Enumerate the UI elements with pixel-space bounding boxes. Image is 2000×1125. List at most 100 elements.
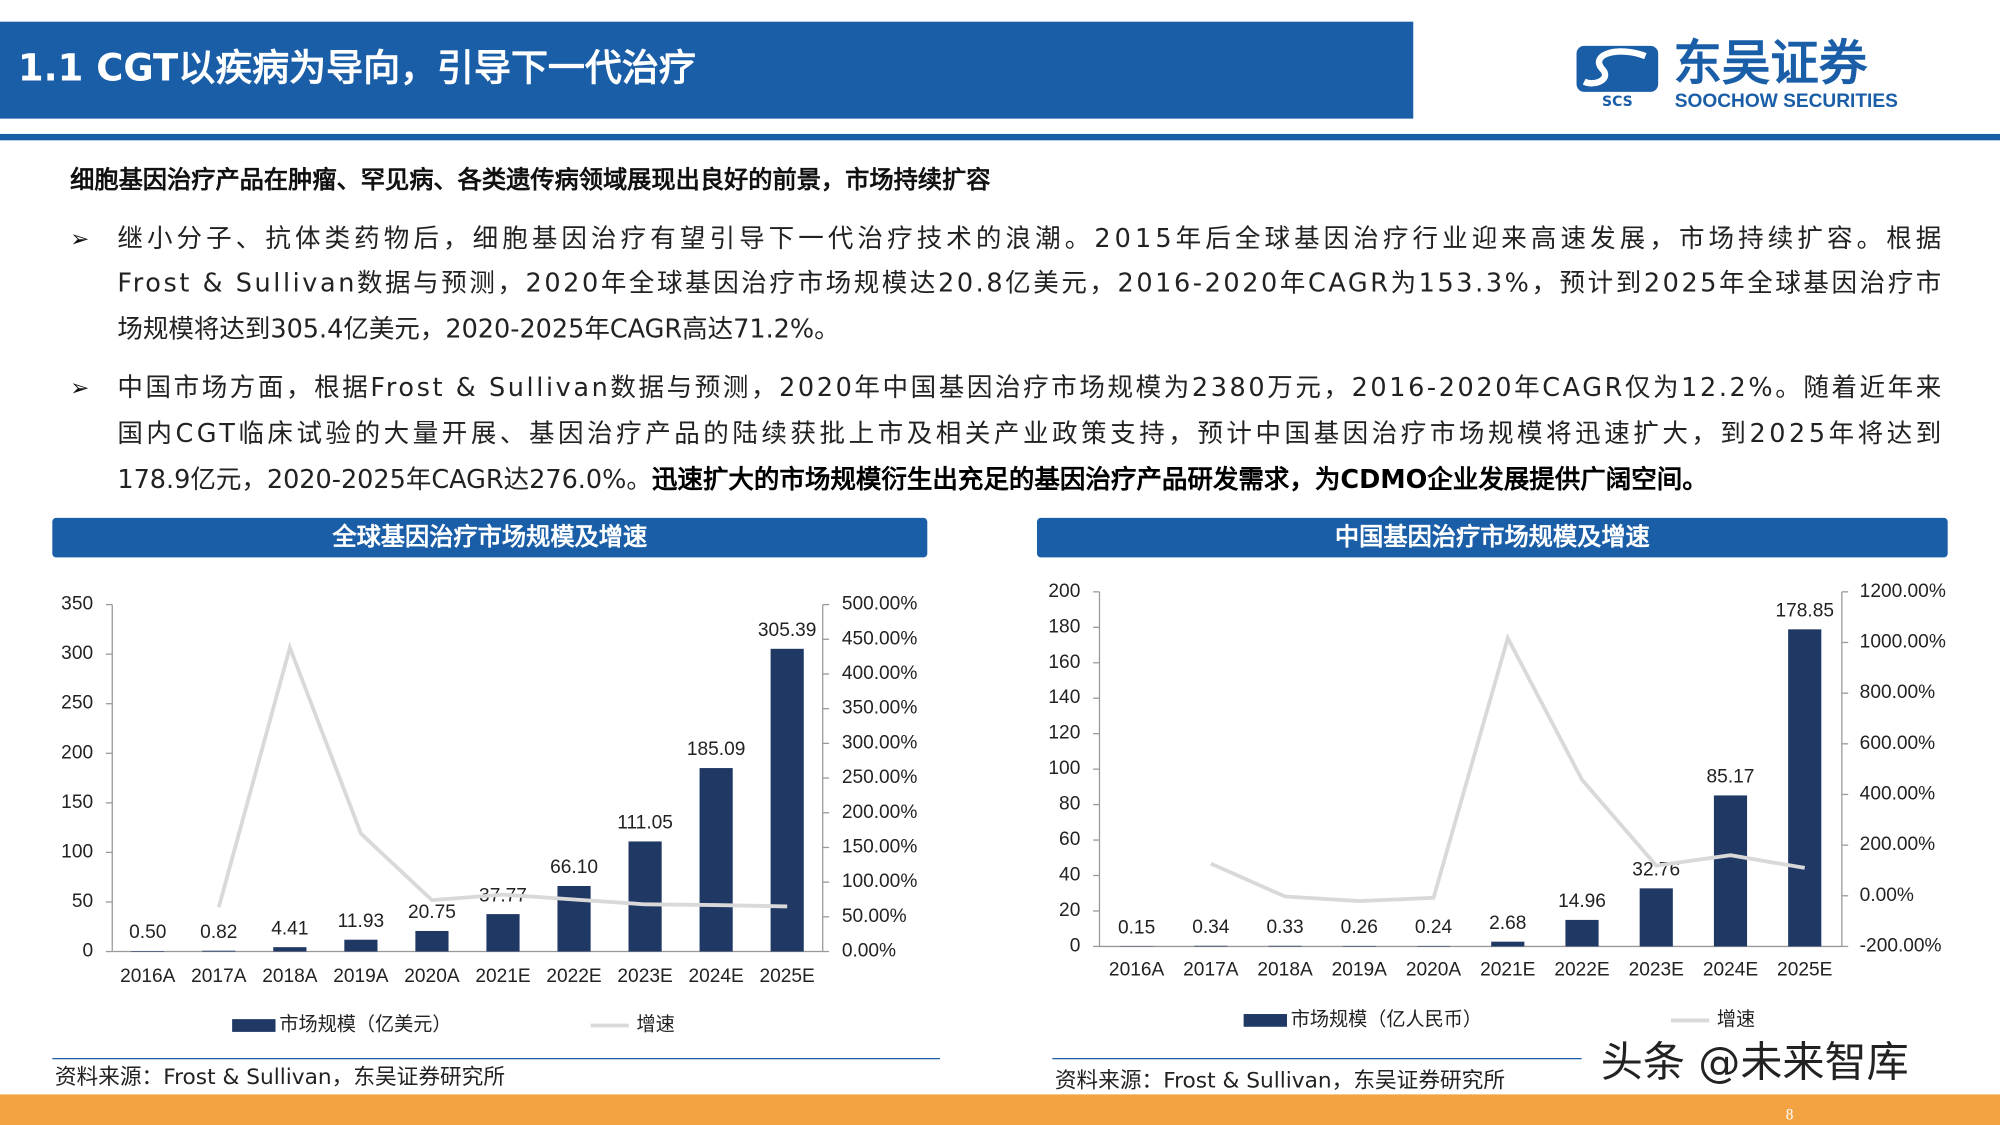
logo-swirl xyxy=(1582,48,1647,87)
y2-tick-label: 400.00% xyxy=(842,663,918,684)
bar-value-label: 20.75 xyxy=(408,902,456,923)
bar xyxy=(1713,795,1748,947)
x-tick-label: 2020A xyxy=(1406,960,1462,981)
y2-tick-label: 500.00% xyxy=(842,594,918,615)
y-tick-label: 40 xyxy=(1059,865,1080,886)
y-tick-label: 200 xyxy=(1048,581,1080,602)
x-tick-label: 2021E xyxy=(475,966,530,987)
y2-tick-label: 600.00% xyxy=(1860,733,1936,754)
y2-tick-label: 200.00% xyxy=(1860,834,1936,855)
y2-tick-label: -200.00% xyxy=(1860,935,1942,956)
body-heading: 细胞基因治疗产品在肿瘤、罕见病、各类遗传病领域展现出良好的前景，市场持续扩容 xyxy=(70,166,991,194)
growth-line xyxy=(1210,633,1806,904)
chart-title: 中国基因治疗市场规模及增速 xyxy=(1335,523,1650,551)
y2-tick-label: 0.00% xyxy=(842,941,896,962)
y-tick-label: 150 xyxy=(61,792,93,813)
bar-value-label: 0.50 xyxy=(129,922,166,943)
y2-tick-label: 0.00% xyxy=(1860,885,1914,906)
bar-value-label: 14.96 xyxy=(1558,891,1606,912)
logo-icon-text: SCS xyxy=(1602,94,1633,110)
legend-label: 市场规模（亿人民币） xyxy=(1291,1008,1482,1030)
header-bar xyxy=(0,21,1414,119)
y2-tick-label: 1200.00% xyxy=(1860,581,1946,602)
x-tick-label: 2023E xyxy=(617,966,672,987)
x-tick-label: 2024E xyxy=(1703,960,1758,981)
growth-line xyxy=(216,641,788,909)
chart-source: 资料来源：Frost & Sullivan，东吴证券研究所 xyxy=(55,1065,505,1090)
bullet-text: 中国市场方面，根据Frost & Sullivan数据与预测，2020年中国基因… xyxy=(117,373,1941,403)
bullet-text: Frost & Sullivan数据与预测，2020年全球基因治疗市场规模达20… xyxy=(117,268,1941,298)
header-title: 1.1 CGT以疾病为导向，引导下一代治疗 xyxy=(18,47,696,90)
y-tick-label: 0 xyxy=(82,941,93,962)
bullet-emphasis: 迅速扩大的市场规模衍生出充足的基因治疗产品研发需求，为CDMO企业发展提供广阔空… xyxy=(652,465,1708,495)
bar xyxy=(699,768,733,952)
y2-tick-label: 50.00% xyxy=(842,906,907,927)
bar xyxy=(415,930,449,952)
legend-swatch xyxy=(1243,1014,1287,1027)
y-tick-label: 200 xyxy=(61,742,93,763)
chart-source: 资料来源：Frost & Sullivan，东吴证券研究所 xyxy=(1055,1069,1505,1094)
y-tick-label: 180 xyxy=(1048,616,1080,637)
y-tick-label: 100 xyxy=(1048,758,1080,779)
bar-value-label: 0.33 xyxy=(1266,917,1303,938)
y2-tick-label: 1000.00% xyxy=(1860,632,1946,653)
y2-tick-label: 800.00% xyxy=(1860,682,1936,703)
bar-value-label: 0.82 xyxy=(200,922,237,943)
bullet-text: 178.9亿元，2020-2025年CAGR达276.0%。 xyxy=(117,465,652,495)
x-tick-label: 2022E xyxy=(1554,960,1609,981)
x-tick-label: 2017A xyxy=(191,966,247,987)
x-tick-label: 2022E xyxy=(546,966,601,987)
y-tick-label: 80 xyxy=(1059,794,1080,815)
bar xyxy=(1565,919,1599,947)
footer-bar xyxy=(0,1094,2000,1125)
bullet-marker: ➢ xyxy=(70,226,89,252)
bullet-line: 国内CGT临床试验的大量开展、基因治疗产品的陆续获批上市及相关产业政策支持，预计… xyxy=(117,419,1941,449)
x-tick-label: 2020A xyxy=(404,966,460,987)
bar-value-label: 185.09 xyxy=(687,739,746,760)
y-tick-label: 300 xyxy=(61,643,93,664)
bar-value-label: 11.93 xyxy=(338,911,384,932)
bar xyxy=(770,648,804,952)
y-tick-label: 20 xyxy=(1059,900,1080,921)
watermark: 头条 @未来智库 xyxy=(1601,1038,1909,1087)
x-tick-label: 2016A xyxy=(120,966,176,987)
legend-label: 增速 xyxy=(1717,1008,1755,1030)
bar xyxy=(202,950,236,952)
y2-tick-label: 400.00% xyxy=(1860,784,1936,805)
x-tick-label: 2017A xyxy=(1183,960,1239,981)
bullet-text: 场规模将达到305.4亿美元，2020-2025年CAGR高达71.2%。 xyxy=(117,314,839,344)
bullet-line: 178.9亿元，2020-2025年CAGR达276.0%。迅速扩大的市场规模衍… xyxy=(117,465,1707,495)
bar xyxy=(1268,945,1302,947)
y-tick-label: 50 xyxy=(72,891,93,912)
y-tick-label: 350 xyxy=(61,594,93,615)
chart-title: 全球基因治疗市场规模及增速 xyxy=(331,523,647,551)
bullet-line: 继小分子、抗体类药物后，细胞基因治疗有望引导下一代治疗技术的浪潮。2015年后全… xyxy=(117,224,1941,254)
x-tick-label: 2016A xyxy=(1109,960,1165,981)
page-number: 8 xyxy=(1786,1107,1794,1124)
x-tick-label: 2021E xyxy=(1480,960,1535,981)
bar xyxy=(628,841,662,952)
bar-value-label: 111.05 xyxy=(617,813,673,834)
x-tick-label: 2019A xyxy=(1332,960,1388,981)
bar xyxy=(1639,888,1673,947)
bar xyxy=(273,947,307,952)
y2-tick-label: 200.00% xyxy=(842,802,918,823)
bar-value-label: 85.17 xyxy=(1707,767,1755,788)
x-tick-label: 2018A xyxy=(1257,960,1313,981)
y-tick-label: 100 xyxy=(61,841,93,862)
chart-banner xyxy=(1036,517,1948,558)
header-rule xyxy=(0,133,2000,141)
bar xyxy=(1194,945,1228,947)
bar-value-label: 305.39 xyxy=(758,620,817,641)
bullet-text: 继小分子、抗体类药物后，细胞基因治疗有望引导下一代治疗技术的浪潮。2015年后全… xyxy=(117,224,1941,254)
chart-banner xyxy=(52,517,928,558)
bullet-marker: ➢ xyxy=(70,376,89,402)
y-tick-label: 120 xyxy=(1048,723,1080,744)
bar-value-label: 0.24 xyxy=(1415,917,1453,938)
bar-value-label: 2.68 xyxy=(1489,913,1526,934)
legend-label: 市场规模（亿美元） xyxy=(279,1014,451,1036)
x-tick-label: 2018A xyxy=(262,966,318,987)
bar-value-label: 4.41 xyxy=(271,918,308,939)
bullet-text: 国内CGT临床试验的大量开展、基因治疗产品的陆续获批上市及相关产业政策支持，预计… xyxy=(117,419,1941,449)
bar-value-label: 0.26 xyxy=(1341,917,1378,938)
